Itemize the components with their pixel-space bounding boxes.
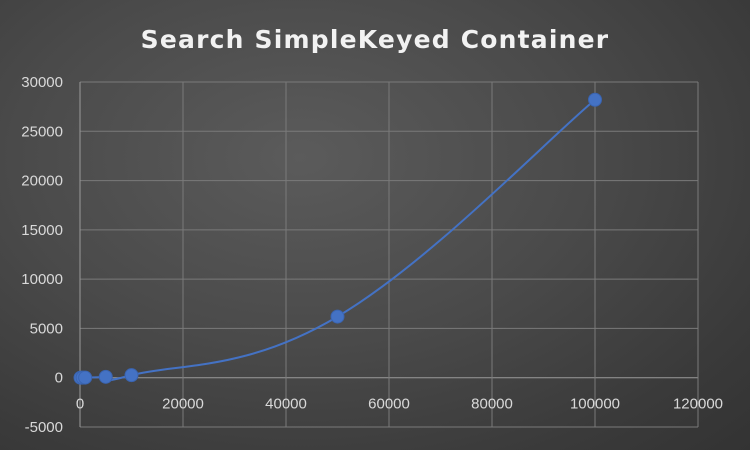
y-tick-label: 20000 — [21, 173, 63, 190]
y-tick-label: 15000 — [21, 222, 63, 239]
x-tick-label: 100000 — [570, 396, 620, 413]
data-point — [78, 370, 93, 385]
data-point — [98, 369, 113, 384]
chart-title: Search SimpleKeyed Container — [141, 25, 610, 54]
x-tick-label: 20000 — [162, 396, 204, 413]
y-tick-label: 10000 — [21, 271, 63, 288]
data-point — [588, 92, 602, 107]
x-tick-label: 60000 — [368, 396, 410, 413]
y-tick-label: 25000 — [21, 123, 63, 140]
x-tick-label: 0 — [76, 396, 84, 413]
y-tick-label: 0 — [55, 370, 63, 387]
series — [73, 92, 602, 385]
x-tick-labels: 0 20000 40000 60000 80000 100000 120000 — [76, 396, 723, 413]
x-tick-label: 80000 — [471, 396, 513, 413]
data-point — [124, 368, 139, 383]
y-tick-label: -5000 — [25, 419, 63, 436]
grid — [79, 81, 699, 428]
x-tick-label: 120000 — [673, 396, 723, 413]
y-tick-label: 5000 — [30, 320, 63, 337]
x-tick-label: 40000 — [265, 396, 307, 413]
data-point — [330, 309, 345, 324]
y-tick-label: 30000 — [21, 74, 63, 91]
y-tick-labels: -5000 0 5000 10000 15000 20000 25000 30000 — [21, 74, 63, 436]
series-line — [80, 98, 596, 382]
